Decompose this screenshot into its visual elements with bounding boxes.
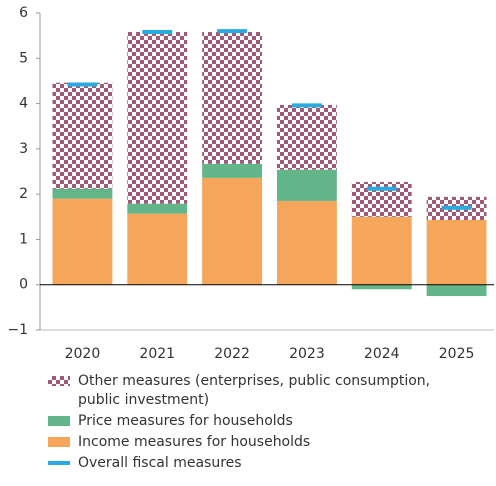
bar-segment bbox=[351, 216, 412, 285]
x-tick-label: 2024 bbox=[364, 346, 400, 362]
legend-swatch bbox=[48, 416, 70, 426]
bar-segment bbox=[202, 163, 263, 178]
x-tick-label: 2025 bbox=[439, 346, 475, 362]
x-tick-label: 2022 bbox=[214, 346, 250, 362]
y-tick-label: 3 bbox=[19, 141, 28, 157]
bar-segment bbox=[52, 198, 113, 285]
legend-swatch bbox=[48, 376, 70, 386]
y-tick-label: 6 bbox=[19, 5, 28, 21]
bar-segment bbox=[52, 188, 113, 199]
bar-segment bbox=[276, 169, 337, 201]
legend-item: Other measures (enterprises, public cons… bbox=[48, 372, 468, 410]
bar-segment bbox=[127, 32, 188, 204]
bar-segment bbox=[127, 203, 188, 214]
bar-segment bbox=[276, 200, 337, 285]
bar-segment bbox=[202, 177, 263, 285]
legend: Other measures (enterprises, public cons… bbox=[48, 372, 468, 475]
x-tick-label: 2023 bbox=[289, 346, 325, 362]
bar-segment bbox=[351, 284, 412, 290]
chart: −1 0 1 2 3 4 5 6 2020 2021 2022 2023 2024 2025 bbox=[7, 5, 494, 362]
x-tick-label: 2020 bbox=[65, 346, 101, 362]
y-tick-label: 5 bbox=[19, 50, 28, 66]
legend-label: Price measures for households bbox=[78, 413, 293, 429]
legend-swatch bbox=[48, 461, 70, 465]
y-tick-label: 0 bbox=[19, 277, 28, 293]
legend-item: Overall fiscal measures bbox=[48, 454, 468, 473]
legend-label: Overall fiscal measures bbox=[78, 455, 242, 471]
y-tick-label: 2 bbox=[19, 186, 28, 202]
bar-segment bbox=[276, 104, 337, 170]
y-tick-label: −1 bbox=[7, 322, 28, 338]
legend-swatch bbox=[48, 437, 70, 447]
legend-item: Income measures for households bbox=[48, 433, 468, 452]
bar-segment bbox=[202, 32, 263, 164]
legend-item: Price measures for households bbox=[48, 412, 468, 431]
y-tick-label: 4 bbox=[19, 96, 28, 112]
bar-segment bbox=[426, 284, 487, 297]
legend-label: Other measures (enterprises, public cons… bbox=[78, 373, 431, 408]
legend-label: Income measures for households bbox=[78, 434, 311, 450]
bar-segment bbox=[52, 82, 113, 189]
y-tick-label: 1 bbox=[19, 231, 28, 247]
bar-segment bbox=[127, 213, 188, 285]
x-tick-label: 2021 bbox=[139, 346, 175, 362]
bar-segment bbox=[426, 219, 487, 285]
